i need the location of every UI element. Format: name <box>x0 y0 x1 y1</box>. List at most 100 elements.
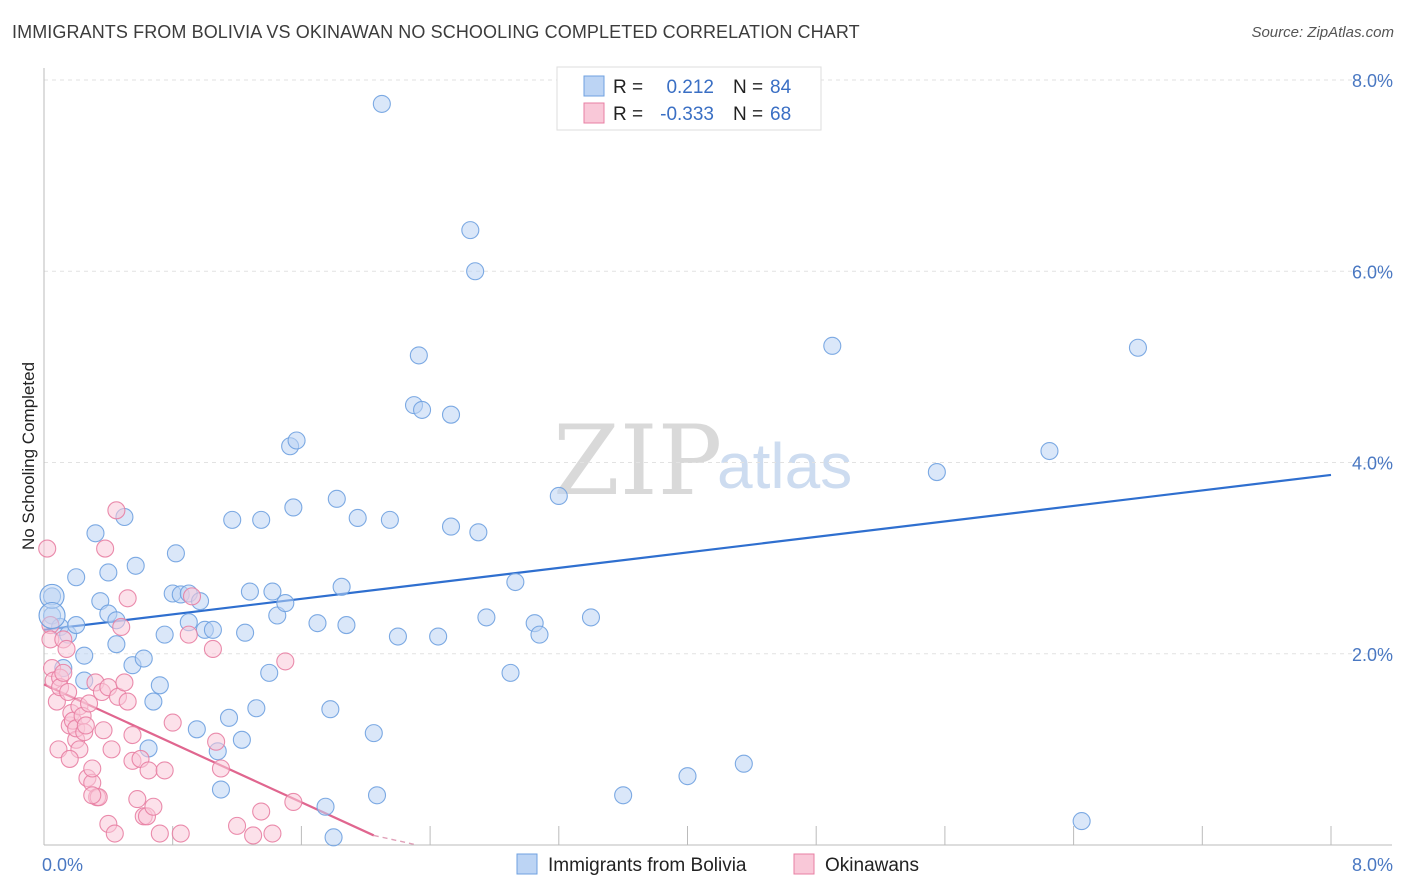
point-bolivia-69 <box>477 608 496 627</box>
legend-r-value-2: -0.333 <box>660 104 714 125</box>
point-bolivia-37 <box>236 623 255 642</box>
point-okinawans-11 <box>57 639 76 659</box>
legend-swatch-bolivia <box>583 75 605 97</box>
point-bolivia-77 <box>678 767 697 786</box>
point-okinawans-61 <box>244 826 263 845</box>
point-bolivia-36 <box>232 730 251 749</box>
point-okinawans-63 <box>263 824 282 843</box>
point-okinawans-54 <box>171 824 190 843</box>
point-okinawans-66 <box>60 749 79 768</box>
point-bolivia-51 <box>324 828 343 847</box>
point-okinawans-37 <box>107 501 126 520</box>
y-tick-label-3: 8.0% <box>1352 71 1393 91</box>
legend-n-value-1: 84 <box>770 77 792 98</box>
point-bolivia-5 <box>67 568 86 587</box>
point-okinawans-31 <box>94 721 113 740</box>
point-bolivia-7 <box>75 646 94 665</box>
point-bolivia-63 <box>429 627 448 646</box>
point-bolivia-79 <box>823 336 842 355</box>
point-okinawans-12 <box>59 682 78 702</box>
point-bolivia-61 <box>409 346 428 365</box>
legend-n-label-1: N = <box>733 77 763 98</box>
trend-line-bolivia <box>43 473 1332 631</box>
point-bolivia-38 <box>240 582 259 601</box>
point-okinawans-26 <box>83 759 102 778</box>
series-legend: Immigrants from Bolivia Okinawans <box>516 853 919 876</box>
trend-lines <box>43 473 1332 846</box>
point-bolivia-40 <box>252 510 271 529</box>
point-okinawans-35 <box>102 740 121 759</box>
tick-labels: 2.0% 4.0% 6.0% 8.0% 0.0% 8.0% <box>42 71 1393 875</box>
data-points <box>38 94 1147 847</box>
point-bolivia-70 <box>501 663 520 682</box>
point-bolivia-82 <box>1072 812 1091 831</box>
correlation-legend: R = 0.212 N = 84 R = -0.333 N = 68 <box>556 66 822 131</box>
watermark-zip: ZIP <box>553 405 722 517</box>
point-okinawans-10 <box>54 663 73 682</box>
x-tick-label-0: 0.0% <box>42 855 83 875</box>
point-bolivia-49 <box>316 797 335 816</box>
point-okinawans-40 <box>115 673 134 692</box>
point-bolivia-39 <box>247 699 266 718</box>
point-bolivia-57 <box>367 786 387 805</box>
point-bolivia-56 <box>364 724 383 743</box>
point-okinawans-56 <box>182 587 202 606</box>
point-bolivia-9 <box>86 524 105 543</box>
watermark-atlas: atlas <box>717 430 852 502</box>
point-okinawans-0 <box>38 539 57 558</box>
point-okinawans-36 <box>105 824 124 843</box>
grid-lines <box>44 79 1392 655</box>
axes <box>43 68 1392 846</box>
bottom-legend-label-bolivia: Immigrants from Bolivia <box>548 855 747 876</box>
x-tick-label-1: 8.0% <box>1352 855 1393 875</box>
point-bolivia-24 <box>166 544 185 563</box>
point-okinawans-43 <box>123 725 142 745</box>
point-bolivia-58 <box>380 510 399 529</box>
point-bolivia-73 <box>530 625 549 644</box>
point-okinawans-59 <box>211 759 231 778</box>
point-okinawans-51 <box>150 824 169 843</box>
point-bolivia-35 <box>223 510 242 529</box>
bottom-legend-swatch-bolivia <box>516 853 538 875</box>
point-bolivia-48 <box>308 614 327 633</box>
chart-title: IMMIGRANTS FROM BOLIVIA VS OKINAWAN NO S… <box>12 22 860 42</box>
point-bolivia-65 <box>441 517 461 536</box>
point-okinawans-50 <box>144 797 163 816</box>
point-bolivia-46 <box>284 498 303 517</box>
point-bolivia-84 <box>372 94 391 113</box>
legend-swatch-okinawans <box>583 102 605 124</box>
point-bolivia-50 <box>321 700 340 719</box>
point-bolivia-17 <box>126 556 145 575</box>
point-bolivia-42 <box>263 582 282 601</box>
point-bolivia-12 <box>99 563 118 582</box>
point-bolivia-55 <box>348 508 367 528</box>
point-okinawans-45 <box>128 790 147 809</box>
point-okinawans-24 <box>79 694 99 713</box>
point-bolivia-81 <box>1040 441 1059 461</box>
legend-r-label-1: R = <box>613 77 643 98</box>
point-bolivia-75 <box>581 608 601 627</box>
point-bolivia-52 <box>327 489 346 508</box>
point-bolivia-44 <box>276 594 295 613</box>
point-okinawans-64 <box>276 652 295 671</box>
y-tick-label-1: 4.0% <box>1352 454 1393 474</box>
bottom-legend-label-okinawans: Okinawans <box>825 855 919 876</box>
point-bolivia-22 <box>155 625 174 644</box>
point-bolivia-68 <box>469 523 488 542</box>
point-bolivia-78 <box>734 754 753 773</box>
point-bolivia-76 <box>614 786 633 805</box>
point-bolivia-41 <box>260 663 279 682</box>
legend-r-value-1: 0.212 <box>666 77 714 98</box>
point-okinawans-49 <box>139 761 158 780</box>
legend-n-label-2: N = <box>733 104 763 125</box>
point-bolivia-80 <box>927 463 946 482</box>
point-okinawans-62 <box>252 802 271 821</box>
point-bolivia-59 <box>388 627 407 646</box>
y-axis-title: No Schooling Completed <box>19 362 38 550</box>
point-bolivia-31 <box>203 620 222 639</box>
bottom-legend-swatch-okinawans <box>793 853 815 875</box>
point-bolivia-74 <box>549 486 568 506</box>
point-okinawans-67 <box>83 786 102 805</box>
point-okinawans-22 <box>76 716 95 735</box>
legend-n-value-2: 68 <box>770 104 791 125</box>
